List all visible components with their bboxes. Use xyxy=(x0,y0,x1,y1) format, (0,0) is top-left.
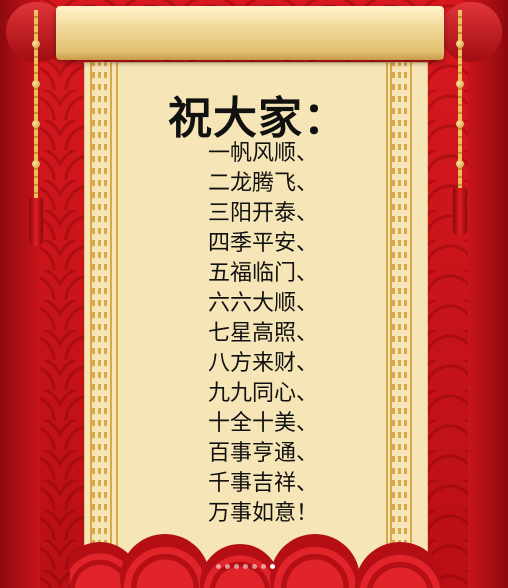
blessing-line: 千事吉祥、 xyxy=(208,471,319,496)
blessing-list: 一帆风顺、 二龙腾飞、 三阳开泰、 四季平安、 五福临门、 六六大顺、 七星高照… xyxy=(208,139,318,529)
blessing-line: 三阳开泰、 xyxy=(208,201,319,226)
carousel-dot[interactable] xyxy=(216,564,221,569)
blessing-line: 十全十美、 xyxy=(208,411,319,436)
carousel-dot[interactable] xyxy=(270,564,275,569)
bead-icon xyxy=(32,80,40,88)
right-bead-string xyxy=(458,10,462,190)
bead-icon xyxy=(32,40,40,48)
right-tassel-icon xyxy=(453,188,467,236)
cloud-icon xyxy=(270,534,360,588)
scroll-paper xyxy=(84,62,428,588)
carousel-dot[interactable] xyxy=(252,564,257,569)
auspicious-clouds xyxy=(70,530,440,588)
greeting-title: 祝大家： xyxy=(168,93,348,144)
left-fret-border xyxy=(90,62,112,588)
blessing-line: 一帆风顺、 xyxy=(208,141,319,166)
left-bead-string xyxy=(34,10,38,200)
bead-icon xyxy=(456,120,464,128)
left-tassel-icon xyxy=(29,198,43,246)
bead-icon xyxy=(32,120,40,128)
right-fret-border xyxy=(390,62,412,588)
carousel-dot[interactable] xyxy=(261,564,266,569)
carousel-dot[interactable] xyxy=(234,564,239,569)
bead-icon xyxy=(456,160,464,168)
blessing-line: 八方来财、 xyxy=(208,351,319,376)
blessing-line: 九九同心、 xyxy=(208,381,319,406)
blessing-line: 万事如意！ xyxy=(208,501,319,526)
blessing-line: 五福临门、 xyxy=(208,261,319,286)
cloud-icon xyxy=(355,542,440,588)
carousel-dot[interactable] xyxy=(243,564,248,569)
bead-icon xyxy=(32,160,40,168)
scroll-top-rod xyxy=(56,6,444,60)
blessing-line: 七星高照、 xyxy=(208,321,319,346)
bead-icon xyxy=(456,40,464,48)
left-shadow xyxy=(0,0,40,588)
carousel-pagination[interactable] xyxy=(216,564,275,569)
right-rod-cap xyxy=(440,2,502,62)
carousel-dot[interactable] xyxy=(225,564,230,569)
left-inner-line xyxy=(116,62,118,588)
right-inner-line xyxy=(386,62,388,588)
bead-icon xyxy=(456,80,464,88)
blessing-line: 六六大顺、 xyxy=(208,291,319,316)
cloud-icon xyxy=(120,534,210,588)
blessing-line: 百事亨通、 xyxy=(208,441,319,466)
blessing-line: 四季平安、 xyxy=(208,231,319,256)
right-shadow xyxy=(468,0,508,588)
blessing-line: 二龙腾飞、 xyxy=(208,171,319,196)
